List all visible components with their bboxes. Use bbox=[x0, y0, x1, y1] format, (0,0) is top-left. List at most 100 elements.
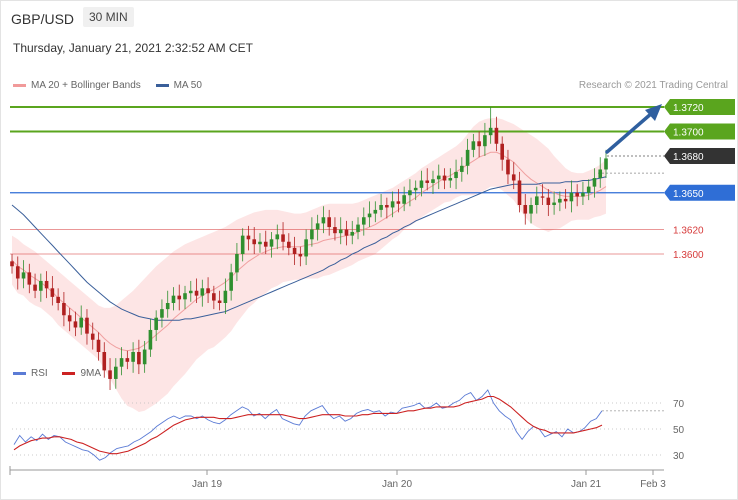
price-tag-1.3720 bbox=[664, 99, 735, 115]
price-tag-text-1.3720: 1.3720 bbox=[673, 103, 704, 114]
candle-body bbox=[529, 205, 533, 214]
candle-body bbox=[465, 149, 470, 166]
candle-body bbox=[304, 239, 308, 257]
candle-body bbox=[223, 290, 228, 303]
candle-body bbox=[39, 280, 43, 291]
candle-body bbox=[79, 317, 84, 328]
candle-body bbox=[471, 141, 476, 150]
candle-body bbox=[154, 317, 158, 330]
legend-item-9ma: 9MA bbox=[62, 368, 101, 379]
candle-body bbox=[586, 186, 591, 193]
bollinger-band-area bbox=[12, 118, 606, 413]
rsi-9ma-line bbox=[13, 395, 603, 455]
candle-body bbox=[315, 223, 320, 230]
legend-swatch-9ma bbox=[62, 371, 76, 375]
candle-body bbox=[327, 217, 331, 228]
candle-body bbox=[108, 370, 112, 379]
timestamp-label: Thursday, January 21, 2021 2:32:52 AM CE… bbox=[13, 41, 253, 55]
candle-body bbox=[160, 309, 164, 318]
candle-body bbox=[534, 196, 539, 205]
candle-body bbox=[500, 143, 504, 160]
legend-item-rsi: RSI bbox=[13, 368, 48, 379]
candle-body bbox=[125, 358, 130, 362]
candle-body bbox=[240, 235, 245, 254]
candle-body bbox=[540, 196, 545, 198]
candle-body bbox=[33, 284, 37, 291]
price-tag-1.3700 bbox=[664, 123, 735, 140]
ma20-line bbox=[11, 151, 607, 352]
candle-body bbox=[171, 295, 176, 303]
candle-body bbox=[96, 339, 101, 352]
legend-label-9ma: 9MA bbox=[80, 368, 102, 379]
rsi-tick-label: 70 bbox=[673, 399, 685, 410]
candle-body bbox=[131, 352, 135, 362]
legend-item-ma20: MA 20 + Bollinger Bands bbox=[13, 80, 141, 91]
candle-body bbox=[246, 235, 251, 240]
price-label-1.3620: 1.3620 bbox=[673, 226, 704, 237]
candle-body bbox=[188, 290, 193, 294]
main-legend: MA 20 + Bollinger Bands MA 50 bbox=[13, 80, 214, 91]
candle-body bbox=[506, 159, 510, 175]
candle-body bbox=[460, 165, 464, 172]
forecast-arrow-shaft bbox=[605, 111, 654, 154]
candle-body bbox=[431, 179, 435, 183]
legend-swatch-ma50 bbox=[155, 83, 169, 87]
candle-body bbox=[62, 303, 66, 316]
candle-body bbox=[298, 254, 303, 257]
interval-badge[interactable]: 30 MIN bbox=[83, 7, 134, 27]
candle-body bbox=[581, 192, 585, 197]
ma50-line bbox=[11, 176, 607, 321]
candle-body bbox=[15, 266, 20, 279]
x-tick-label: Jan 20 bbox=[382, 479, 412, 490]
rsi-tick-label: 30 bbox=[673, 451, 685, 462]
candle-body bbox=[552, 202, 556, 205]
candle-body bbox=[177, 295, 182, 300]
candle-body bbox=[592, 178, 597, 187]
candle-body bbox=[287, 241, 291, 248]
candle-body bbox=[212, 293, 216, 301]
research-credit: Research © 2021 Trading Central bbox=[578, 80, 728, 91]
candle-body bbox=[50, 288, 55, 297]
candle-body bbox=[604, 158, 608, 170]
candle-body bbox=[142, 349, 147, 365]
candle-body bbox=[235, 254, 239, 273]
candle-body bbox=[258, 241, 262, 245]
candle-body bbox=[200, 288, 205, 296]
candle-body bbox=[269, 239, 274, 247]
legend-label-rsi: RSI bbox=[31, 368, 48, 379]
candle-body bbox=[114, 366, 118, 379]
candle-body bbox=[338, 229, 343, 234]
candle-body bbox=[408, 190, 412, 196]
candle-body bbox=[373, 209, 378, 214]
candle-body bbox=[310, 229, 314, 240]
candle-body bbox=[73, 321, 78, 328]
candle-body bbox=[217, 300, 222, 303]
candle-body bbox=[413, 187, 418, 191]
rsi-tick-label: 50 bbox=[673, 425, 685, 436]
candle-body bbox=[148, 329, 153, 350]
candle-body bbox=[67, 315, 72, 322]
candle-body bbox=[263, 241, 268, 247]
candle-body bbox=[558, 198, 562, 203]
candle-body bbox=[598, 169, 603, 179]
candle-body bbox=[229, 272, 233, 291]
candle-body bbox=[194, 290, 199, 296]
legend-label-ma50: MA 50 bbox=[173, 80, 202, 91]
candle-body bbox=[102, 352, 107, 371]
candle-body bbox=[477, 141, 481, 147]
candle-body bbox=[252, 239, 257, 245]
candle-body bbox=[367, 213, 372, 218]
candle-body bbox=[333, 227, 337, 234]
candle-body bbox=[137, 352, 141, 365]
legend-label-ma20: MA 20 + Bollinger Bands bbox=[31, 80, 141, 91]
candle-body bbox=[344, 229, 349, 236]
candle-body bbox=[575, 192, 579, 197]
price-tag-text-1.3650: 1.3650 bbox=[673, 189, 704, 200]
candle-body bbox=[356, 224, 360, 232]
candle-body bbox=[292, 247, 297, 254]
candle-body bbox=[483, 135, 487, 147]
price-tag-text-1.3700: 1.3700 bbox=[673, 128, 704, 139]
candle-body bbox=[396, 201, 401, 204]
candle-body bbox=[361, 217, 366, 225]
